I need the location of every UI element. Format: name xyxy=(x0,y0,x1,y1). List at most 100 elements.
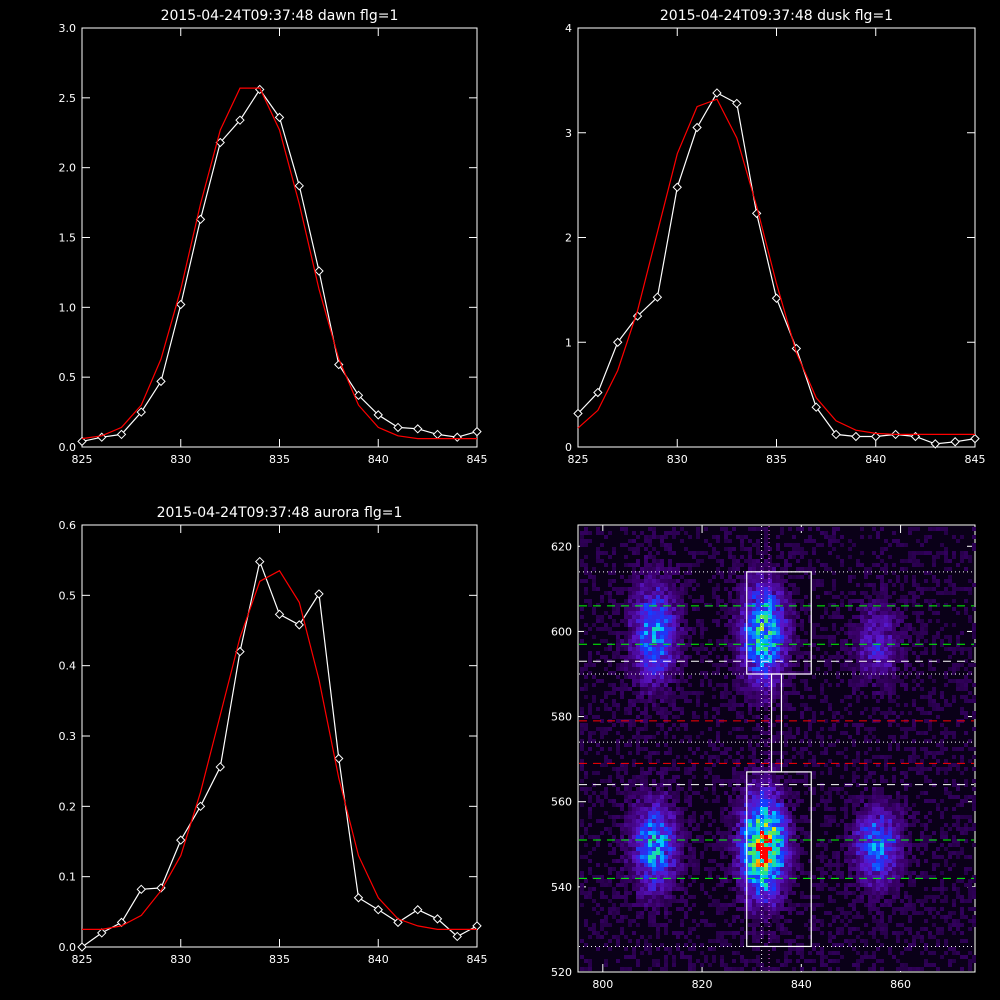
heatmap-cell xyxy=(652,863,656,867)
heatmap-cell xyxy=(816,647,820,651)
heatmap-cell xyxy=(656,835,660,839)
heatmap-cell xyxy=(744,635,748,639)
heatmap-cell xyxy=(752,867,756,871)
heatmap-cell xyxy=(836,875,840,879)
heatmap-cell xyxy=(772,835,776,839)
heatmap-cell xyxy=(656,583,660,587)
heatmap-cell xyxy=(776,667,780,671)
heatmap-cell xyxy=(864,727,868,731)
heatmap-cell xyxy=(624,843,628,847)
heatmap-cell xyxy=(676,579,680,583)
heatmap-cell xyxy=(656,871,660,875)
heatmap-cell xyxy=(868,615,872,619)
heatmap-cell xyxy=(704,843,708,847)
data-point xyxy=(314,589,324,599)
heatmap-cell xyxy=(684,583,688,587)
heatmap-cell xyxy=(684,755,688,759)
heatmap-cell xyxy=(692,767,696,771)
heatmap-cell xyxy=(756,687,760,691)
heatmap-cell xyxy=(580,939,584,943)
heatmap-cell xyxy=(868,775,872,779)
heatmap-cell xyxy=(668,679,672,683)
heatmap-cell xyxy=(852,639,856,643)
heatmap-cell xyxy=(624,667,628,671)
heatmap-cell xyxy=(688,803,692,807)
heatmap-cell xyxy=(748,583,752,587)
heatmap-cell xyxy=(692,763,696,767)
heatmap-cell xyxy=(748,611,752,615)
heatmap-cell xyxy=(588,887,592,891)
heatmap-cell xyxy=(760,919,764,923)
heatmap-cell xyxy=(860,607,864,611)
heatmap-cell xyxy=(768,807,772,811)
heatmap-cell xyxy=(764,551,768,555)
heatmap-cell xyxy=(740,871,744,875)
heatmap-cell xyxy=(776,967,780,971)
heatmap-cell xyxy=(668,911,672,915)
heatmap-cell xyxy=(824,911,828,915)
heatmap-cell xyxy=(776,535,780,539)
heatmap-cell xyxy=(776,807,780,811)
heatmap-cell xyxy=(796,795,800,799)
heatmap-cell xyxy=(604,695,608,699)
heatmap-cell xyxy=(796,647,800,651)
heatmap-cell xyxy=(752,583,756,587)
heatmap-cell xyxy=(724,843,728,847)
heatmap-cell xyxy=(884,903,888,907)
heatmap-cell xyxy=(752,779,756,783)
heatmap-cell xyxy=(700,627,704,631)
heatmap-cell xyxy=(764,527,768,531)
heatmap-cell xyxy=(700,671,704,675)
heatmap-cell xyxy=(672,959,676,963)
heatmap-cell xyxy=(648,535,652,539)
heatmap-cell xyxy=(728,699,732,703)
heatmap-cell xyxy=(888,799,892,803)
heatmap-cell xyxy=(748,647,752,651)
heatmap-cell xyxy=(752,835,756,839)
heatmap-cell xyxy=(624,647,628,651)
heatmap-cell xyxy=(736,859,740,863)
heatmap-cell xyxy=(740,875,744,879)
heatmap-cell xyxy=(672,963,676,967)
heatmap-cell xyxy=(752,735,756,739)
heatmap-cell xyxy=(768,587,772,591)
heatmap-cell xyxy=(636,887,640,891)
heatmap-cell xyxy=(872,643,876,647)
heatmap-cell xyxy=(592,695,596,699)
heatmap-cell xyxy=(812,627,816,631)
heatmap-cell xyxy=(868,803,872,807)
heatmap-cell xyxy=(832,539,836,543)
heatmap-cell xyxy=(796,611,800,615)
heatmap-cell xyxy=(732,959,736,963)
heatmap-cell xyxy=(744,535,748,539)
heatmap-cell xyxy=(636,635,640,639)
heatmap-cell xyxy=(756,647,760,651)
heatmap-cell xyxy=(800,627,804,631)
heatmap-cell xyxy=(828,823,832,827)
heatmap-cell xyxy=(596,587,600,591)
heatmap-cell xyxy=(608,571,612,575)
heatmap-cell xyxy=(672,679,676,683)
heatmap-cell xyxy=(724,791,728,795)
heatmap-cell xyxy=(656,651,660,655)
heatmap-cell xyxy=(792,779,796,783)
heatmap-cell xyxy=(660,611,664,615)
heatmap-cell xyxy=(744,803,748,807)
heatmap-cell xyxy=(828,863,832,867)
heatmap-cell xyxy=(708,923,712,927)
heatmap-cell xyxy=(872,667,876,671)
heatmap-cell xyxy=(648,863,652,867)
heatmap-cell xyxy=(588,627,592,631)
heatmap-cell xyxy=(712,715,716,719)
heatmap-cell xyxy=(628,831,632,835)
heatmap-cell xyxy=(780,867,784,871)
heatmap-cell xyxy=(784,579,788,583)
heatmap-cell xyxy=(708,555,712,559)
heatmap-cell xyxy=(644,603,648,607)
heatmap-cell xyxy=(756,903,760,907)
heatmap-cell xyxy=(872,707,876,711)
heatmap-cell xyxy=(584,855,588,859)
heatmap-cell xyxy=(744,579,748,583)
heatmap-cell xyxy=(792,551,796,555)
heatmap-cell xyxy=(876,843,880,847)
